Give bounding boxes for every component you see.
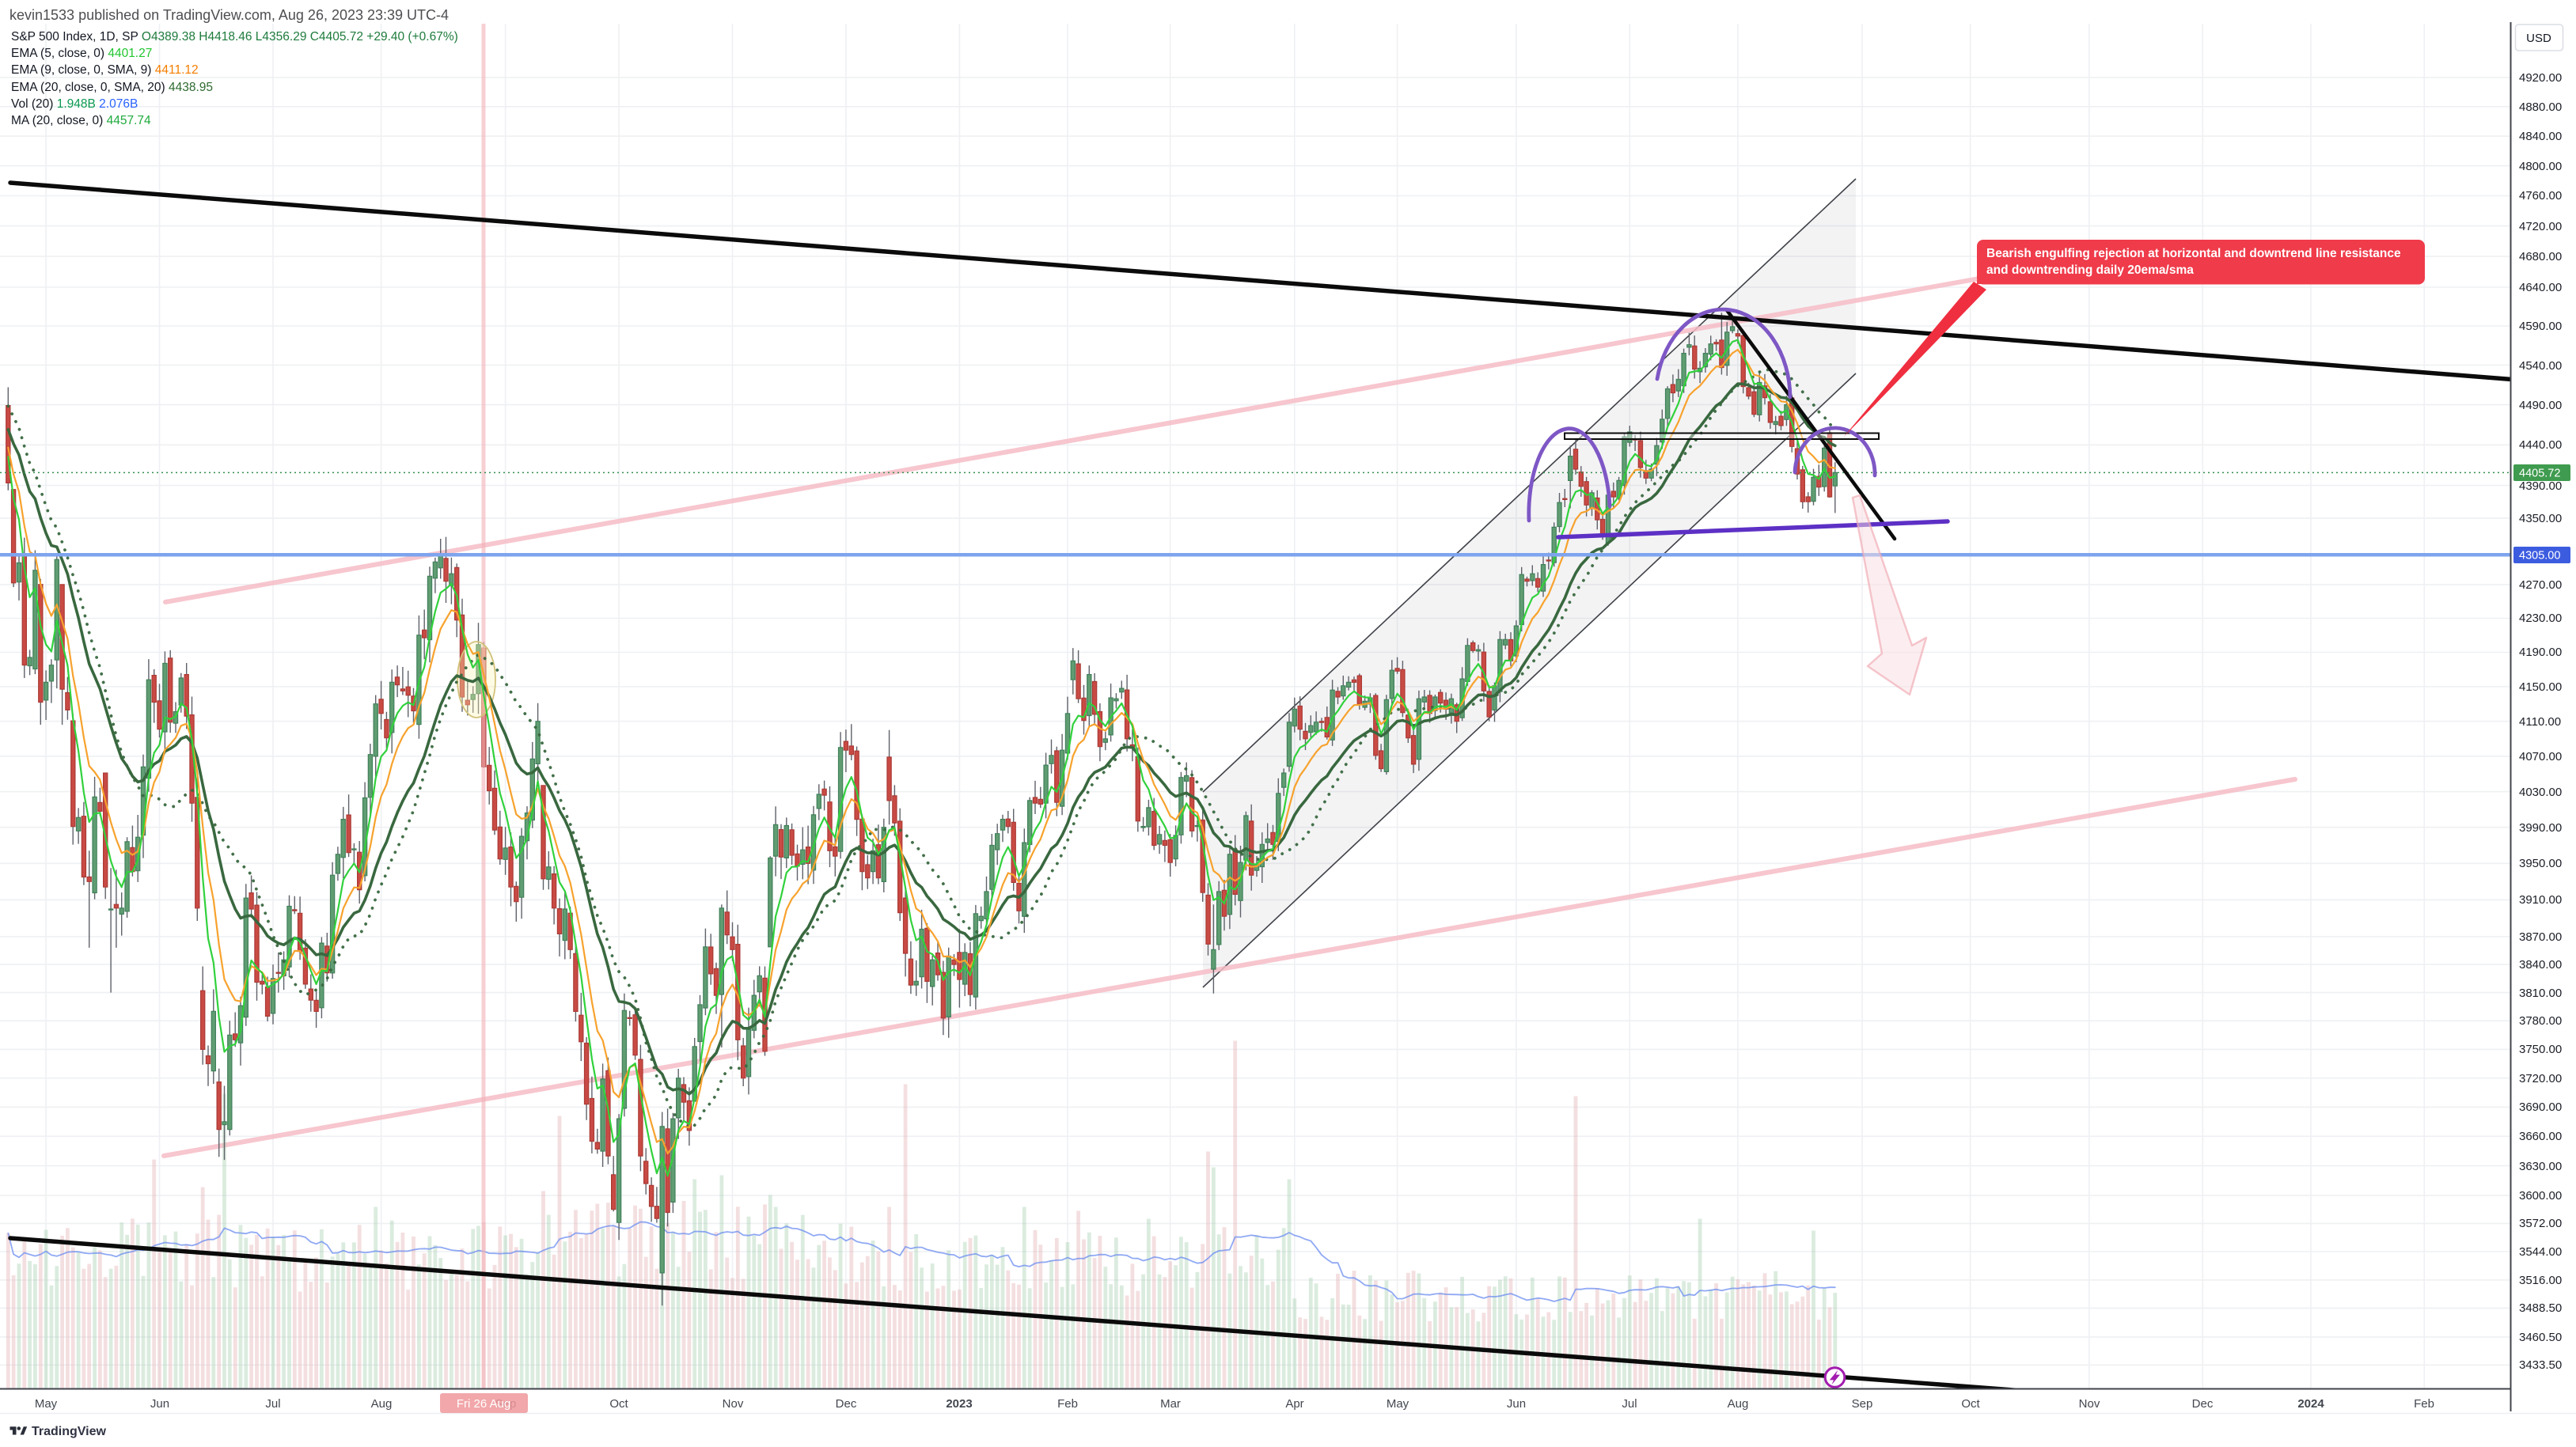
svg-text:USD: USD — [2526, 32, 2551, 45]
svg-text:S&P 500 Index, 1D, SP O4389.3: S&P 500 Index, 1D, SP O4389.38 H4418.46 … — [11, 30, 458, 44]
svg-text:3780.00: 3780.00 — [2519, 1014, 2562, 1028]
svg-text:May: May — [1387, 1397, 1409, 1411]
svg-text:4490.00: 4490.00 — [2519, 399, 2562, 412]
svg-text:Nov: Nov — [723, 1397, 744, 1411]
svg-text:Feb: Feb — [1057, 1397, 1078, 1411]
svg-text:4640.00: 4640.00 — [2519, 281, 2562, 294]
svg-text:4305.00: 4305.00 — [2519, 550, 2560, 563]
svg-text:4920.00: 4920.00 — [2519, 71, 2562, 85]
svg-text:3990.00: 3990.00 — [2519, 821, 2562, 835]
svg-text:Aug: Aug — [1728, 1397, 1749, 1411]
svg-text:Jun: Jun — [150, 1397, 169, 1411]
svg-text:Jul: Jul — [265, 1397, 280, 1411]
svg-text:3600.00: 3600.00 — [2519, 1189, 2562, 1203]
svg-text:Feb: Feb — [2414, 1397, 2434, 1411]
svg-text:May: May — [35, 1397, 58, 1411]
svg-text:4800.00: 4800.00 — [2519, 160, 2562, 173]
svg-text:3572.00: 3572.00 — [2519, 1217, 2562, 1230]
svg-text:3433.50: 3433.50 — [2519, 1358, 2562, 1372]
svg-text:Oct: Oct — [1961, 1397, 1980, 1411]
svg-text:4070.00: 4070.00 — [2519, 750, 2562, 763]
svg-text:Vol (20) 1.948B 2.076B: Vol (20) 1.948B 2.076B — [11, 97, 138, 111]
svg-text:3720.00: 3720.00 — [2519, 1072, 2562, 1085]
svg-text:3950.00: 3950.00 — [2519, 857, 2562, 870]
svg-text:Sep: Sep — [1852, 1397, 1873, 1411]
svg-text:4190.00: 4190.00 — [2519, 646, 2562, 659]
svg-text:EMA (20, close, 0, SMA, 20) 4: EMA (20, close, 0, SMA, 20) 4438.95 — [11, 81, 213, 94]
svg-text:3630.00: 3630.00 — [2519, 1160, 2562, 1173]
svg-text:4405.72: 4405.72 — [2519, 468, 2560, 480]
svg-text:3810.00: 3810.00 — [2519, 987, 2562, 1000]
svg-text:kevin1533 published on Trading: kevin1533 published on TradingView.com, … — [9, 7, 449, 23]
svg-text:Mar: Mar — [1160, 1397, 1181, 1411]
svg-text:TradingView: TradingView — [32, 1425, 107, 1438]
svg-text:4390.00: 4390.00 — [2519, 479, 2562, 493]
svg-text:Aug: Aug — [371, 1397, 393, 1411]
svg-text:4840.00: 4840.00 — [2519, 130, 2562, 143]
svg-text:3460.50: 3460.50 — [2519, 1331, 2562, 1344]
svg-text:4110.00: 4110.00 — [2519, 715, 2561, 729]
svg-text:Bearish engulfing rejection at: Bearish engulfing rejection at horizonta… — [1986, 247, 2401, 260]
svg-text:EMA (5, close, 0) 4401.27: EMA (5, close, 0) 4401.27 — [11, 47, 152, 60]
svg-text:Jul: Jul — [1622, 1397, 1637, 1411]
svg-text:Apr: Apr — [1285, 1397, 1303, 1411]
svg-text:Fri 26 Aug: Fri 26 Aug — [457, 1397, 510, 1411]
svg-text:3870.00: 3870.00 — [2519, 930, 2562, 944]
svg-text:3544.00: 3544.00 — [2519, 1245, 2562, 1259]
svg-text:4590.00: 4590.00 — [2519, 320, 2562, 333]
svg-text:3660.00: 3660.00 — [2519, 1130, 2562, 1143]
svg-text:Jun: Jun — [1507, 1397, 1526, 1411]
svg-text:Oct: Oct — [609, 1397, 628, 1411]
svg-text:3910.00: 3910.00 — [2519, 893, 2562, 907]
svg-text:3516.00: 3516.00 — [2519, 1274, 2562, 1287]
svg-text:4720.00: 4720.00 — [2519, 220, 2562, 233]
svg-text:4230.00: 4230.00 — [2519, 612, 2562, 625]
svg-text:4350.00: 4350.00 — [2519, 512, 2562, 525]
svg-text:Dec: Dec — [836, 1397, 857, 1411]
svg-text:MA (20, close, 0) 4457.74: MA (20, close, 0) 4457.74 — [11, 114, 151, 127]
svg-text:Nov: Nov — [2079, 1397, 2100, 1411]
svg-text:3690.00: 3690.00 — [2519, 1100, 2562, 1114]
svg-text:3840.00: 3840.00 — [2519, 958, 2562, 972]
svg-text:4880.00: 4880.00 — [2519, 100, 2562, 114]
svg-text:4270.00: 4270.00 — [2519, 578, 2562, 592]
svg-text:4440.00: 4440.00 — [2519, 438, 2562, 452]
svg-text:4030.00: 4030.00 — [2519, 786, 2562, 799]
svg-text:4680.00: 4680.00 — [2519, 250, 2562, 263]
svg-text:4760.00: 4760.00 — [2519, 189, 2562, 203]
svg-text:2024: 2024 — [2297, 1397, 2324, 1411]
svg-text:and downtrending daily 20ema/s: and downtrending daily 20ema/sma — [1986, 263, 2194, 277]
svg-text:3750.00: 3750.00 — [2519, 1043, 2562, 1056]
svg-text:2023: 2023 — [946, 1397, 972, 1411]
svg-text:3488.50: 3488.50 — [2519, 1301, 2562, 1315]
svg-text:Dec: Dec — [2192, 1397, 2214, 1411]
svg-text:4150.00: 4150.00 — [2519, 680, 2562, 694]
svg-text:4540.00: 4540.00 — [2519, 359, 2562, 373]
svg-text:EMA (9, close, 0, SMA, 9) 441: EMA (9, close, 0, SMA, 9) 4411.12 — [11, 63, 199, 77]
